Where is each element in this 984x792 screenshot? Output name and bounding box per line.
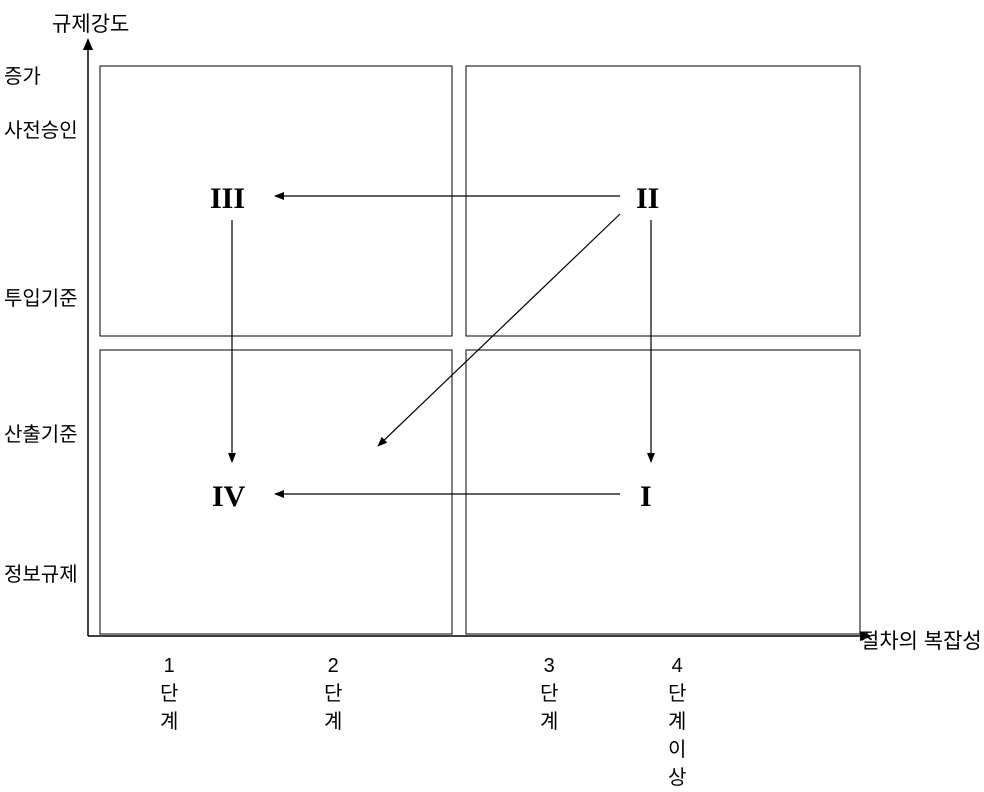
y-tick-label: 정보규제 xyxy=(4,558,78,587)
y-tick-label: 사전승인 xyxy=(4,114,78,143)
y-axis-title: 규제강도 xyxy=(52,8,129,38)
x-axis-title: 절차의 복잡성 xyxy=(860,625,982,655)
x-tick-label: 3단계 xyxy=(540,652,558,736)
quadrant-box xyxy=(100,66,452,336)
y-tick-label: 투입기준 xyxy=(4,282,78,311)
quadrant-label-IV: IV xyxy=(212,480,245,514)
x-tick-label: 2단계 xyxy=(324,652,342,736)
x-tick-label: 4단계이상 xyxy=(668,652,686,792)
y-tick-label: 증가 xyxy=(4,60,41,89)
quadrant-label-II: II xyxy=(636,182,659,216)
quadrant-label-I: I xyxy=(640,480,652,514)
quadrant-box xyxy=(466,350,860,634)
flow-arrow xyxy=(378,214,620,446)
x-tick-label: 1단계 xyxy=(160,652,178,736)
diagram-svg xyxy=(0,0,984,787)
quadrant-label-III: III xyxy=(210,182,245,216)
quadrant-box xyxy=(466,66,860,336)
quadrant-box xyxy=(100,350,452,634)
y-tick-label: 산출기준 xyxy=(4,418,78,447)
quadrant-diagram: 규제강도 절차의 복잡성 증가사전승인투입기준산출기준정보규제 1단계 2단계 3단… xyxy=(0,0,984,787)
